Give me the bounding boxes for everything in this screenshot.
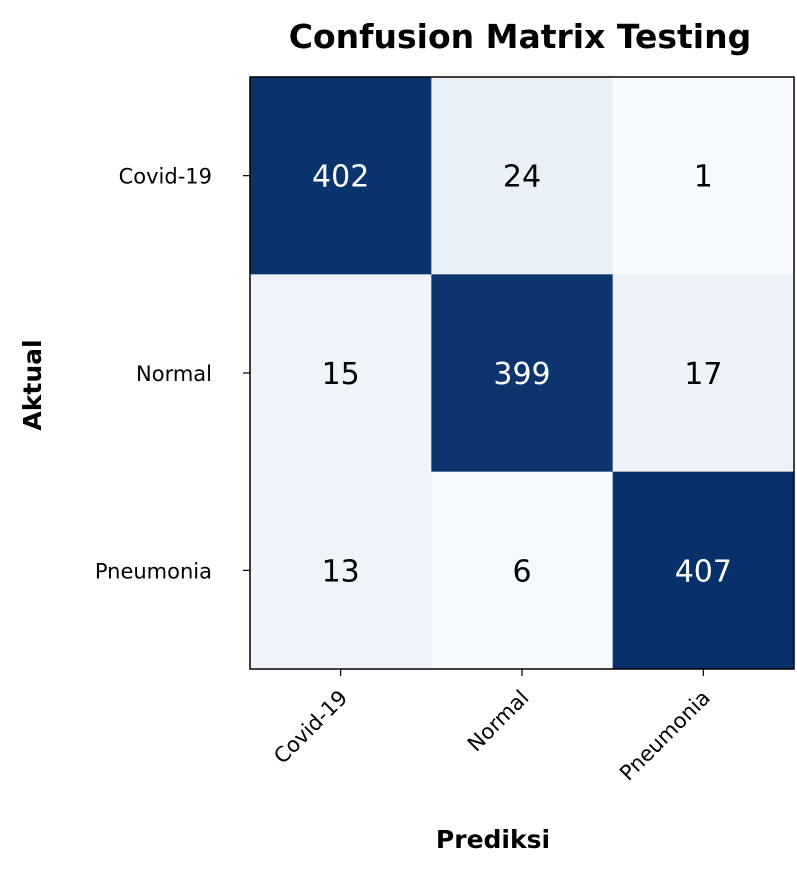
y-tick-label: Covid-19 [119, 165, 212, 189]
cell-value-label: 15 [322, 357, 360, 392]
matrix-cell-r0-c1 [431, 77, 614, 275]
x-tick-label: Pneumonia [615, 686, 715, 786]
cell-value-label: 6 [512, 554, 531, 589]
x-axis-ticks: Covid-19 Normal Pneumonia [269, 669, 715, 785]
matrix-cell-r0-c0 [250, 77, 432, 275]
matrix-cell-r0-c2 [612, 77, 795, 275]
cell-value-label: 24 [503, 160, 541, 195]
matrix-cell-r2-c2 [612, 471, 795, 670]
chart-title: Confusion Matrix Testing [289, 17, 751, 56]
cell-value-label: 13 [322, 554, 360, 589]
cell-value-label: 1 [694, 160, 713, 195]
matrix-cell-r2-c1 [431, 471, 614, 670]
x-axis-title: Prediksi [436, 825, 550, 854]
x-tick-label: Covid-19 [269, 686, 352, 769]
x-tick-label: Normal [463, 686, 534, 757]
cell-value-label: 17 [684, 357, 722, 392]
cell-value-label: 407 [675, 554, 732, 589]
matrix-cell-r1-c2 [612, 274, 795, 473]
matrix-cells: 402 24 1 15 399 17 13 6 407 [250, 77, 795, 670]
cell-value-label: 402 [312, 160, 369, 195]
y-tick-label: Pneumonia [95, 559, 212, 583]
y-axis-ticks: Covid-19 Normal Pneumonia [95, 165, 250, 583]
y-axis-title: Aktual [18, 339, 47, 430]
cell-value-label: 399 [493, 357, 550, 392]
matrix-cell-r1-c1 [431, 274, 614, 473]
y-tick-label: Normal [136, 362, 212, 386]
matrix-cell-r1-c0 [250, 274, 432, 473]
matrix-cell-r2-c0 [250, 471, 432, 670]
